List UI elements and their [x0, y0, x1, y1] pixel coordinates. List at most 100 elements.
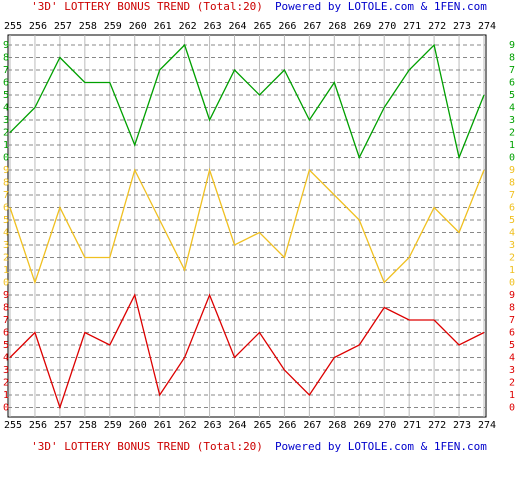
y-tick-label: 9 — [509, 40, 515, 51]
y-tick-label: 0 — [509, 153, 515, 164]
x-tick-label: 260 — [129, 21, 147, 32]
y-tick-label: 8 — [3, 303, 9, 314]
y-tick-label: 0 — [509, 278, 515, 289]
x-tick-label: 268 — [328, 21, 346, 32]
y-tick-label: 6 — [509, 328, 515, 339]
y-tick-label: 6 — [509, 203, 515, 214]
y-tick-label: 5 — [509, 215, 515, 226]
x-tick-label: 270 — [378, 420, 396, 431]
y-tick-label: 3 — [3, 240, 9, 251]
series-line — [9, 293, 485, 410]
x-tick-label: 265 — [253, 420, 271, 431]
x-tick-label: 268 — [328, 420, 346, 431]
y-tick-label: 4 — [509, 228, 515, 239]
y-tick-label: 7 — [3, 315, 9, 326]
x-tick-label: 274 — [478, 420, 496, 431]
x-tick-label: 259 — [104, 420, 122, 431]
y-tick-label: 1 — [3, 390, 9, 401]
y-tick-label: 9 — [3, 290, 9, 301]
x-tick-label: 263 — [204, 420, 222, 431]
y-tick-label: 6 — [509, 78, 515, 89]
y-tick-label: 3 — [509, 115, 515, 126]
chart-title: '3D' LOTTERY BONUS TREND (Total:20) Power… — [31, 0, 487, 13]
y-tick-label: 2 — [3, 128, 9, 139]
x-tick-label: 269 — [353, 21, 371, 32]
y-tick-label: 2 — [3, 378, 9, 389]
x-tick-label: 271 — [403, 21, 421, 32]
y-tick-label: 7 — [509, 190, 515, 201]
y-tick-label: 9 — [509, 165, 515, 176]
y-tick-label: 7 — [509, 65, 515, 76]
x-tick-label: 269 — [353, 420, 371, 431]
x-tick-label: 273 — [453, 21, 471, 32]
y-tick-label: 4 — [509, 103, 515, 114]
y-tick-label: 5 — [509, 90, 515, 101]
x-tick-label: 263 — [204, 21, 222, 32]
y-tick-label: 4 — [3, 353, 9, 364]
x-tick-label: 267 — [303, 420, 321, 431]
x-tick-label: 258 — [79, 420, 97, 431]
x-tick-label: 262 — [179, 21, 197, 32]
y-tick-label: 2 — [509, 253, 515, 264]
y-tick-label: 7 — [509, 315, 515, 326]
title: '3D' LOTTERY BONUS TREND (Total:20) — [31, 440, 263, 453]
y-tick-label: 5 — [3, 215, 9, 226]
y-tick-label: 4 — [509, 353, 515, 364]
x-tick-label: 270 — [378, 21, 396, 32]
y-tick-label: 9 — [3, 40, 9, 51]
x-tick-label: 267 — [303, 21, 321, 32]
y-tick-label: 9 — [509, 290, 515, 301]
y-tick-label: 2 — [509, 378, 515, 389]
y-tick-label: 4 — [3, 228, 9, 239]
x-tick-label: 264 — [228, 21, 246, 32]
y-tick-label: 0 — [3, 403, 9, 414]
y-tick-label: 2 — [509, 128, 515, 139]
x-tick-label: 261 — [154, 420, 172, 431]
y-tick-label: 6 — [3, 78, 9, 89]
y-tick-label: 8 — [3, 53, 9, 64]
x-tick-label: 256 — [29, 420, 47, 431]
series-line — [9, 43, 485, 160]
y-tick-label: 0 — [3, 278, 9, 289]
x-tick-label: 259 — [104, 21, 122, 32]
y-tick-label: 7 — [3, 190, 9, 201]
title: '3D' LOTTERY BONUS TREND (Total:20) — [31, 0, 263, 13]
y-tick-label: 1 — [3, 265, 9, 276]
x-tick-label: 256 — [29, 21, 47, 32]
y-tick-label: 5 — [3, 90, 9, 101]
x-tick-label: 255 — [4, 21, 22, 32]
y-tick-label: 8 — [509, 303, 515, 314]
y-tick-label: 3 — [509, 240, 515, 251]
y-tick-label: 6 — [3, 203, 9, 214]
y-tick-label: 3 — [3, 365, 9, 376]
x-tick-label: 257 — [54, 420, 72, 431]
y-tick-label: 4 — [3, 103, 9, 114]
y-tick-label: 0 — [3, 153, 9, 164]
y-tick-label: 1 — [509, 140, 515, 151]
x-tick-label: 272 — [428, 420, 446, 431]
y-tick-label: 8 — [509, 53, 515, 64]
x-tick-label: 255 — [4, 420, 22, 431]
y-tick-label: 7 — [3, 65, 9, 76]
subtitle: Powered by LOTOLE.com & 1FEN.com — [275, 440, 487, 453]
y-tick-label: 5 — [509, 340, 515, 351]
x-tick-label: 266 — [278, 420, 296, 431]
y-tick-label: 3 — [3, 115, 9, 126]
y-tick-label: 8 — [3, 178, 9, 189]
x-tick-label: 273 — [453, 420, 471, 431]
y-tick-label: 1 — [509, 265, 515, 276]
x-tick-label: 264 — [228, 420, 246, 431]
subtitle: Powered by LOTOLE.com & 1FEN.com — [275, 0, 487, 13]
x-tick-label: 261 — [154, 21, 172, 32]
y-tick-label: 5 — [3, 340, 9, 351]
y-tick-label: 1 — [3, 140, 9, 151]
x-tick-label: 265 — [253, 21, 271, 32]
x-tick-label: 257 — [54, 21, 72, 32]
series-line — [9, 167, 485, 285]
x-tick-label: 271 — [403, 420, 421, 431]
y-tick-label: 2 — [3, 253, 9, 264]
x-tick-label: 260 — [129, 420, 147, 431]
x-tick-label: 258 — [79, 21, 97, 32]
x-tick-label: 274 — [478, 21, 496, 32]
